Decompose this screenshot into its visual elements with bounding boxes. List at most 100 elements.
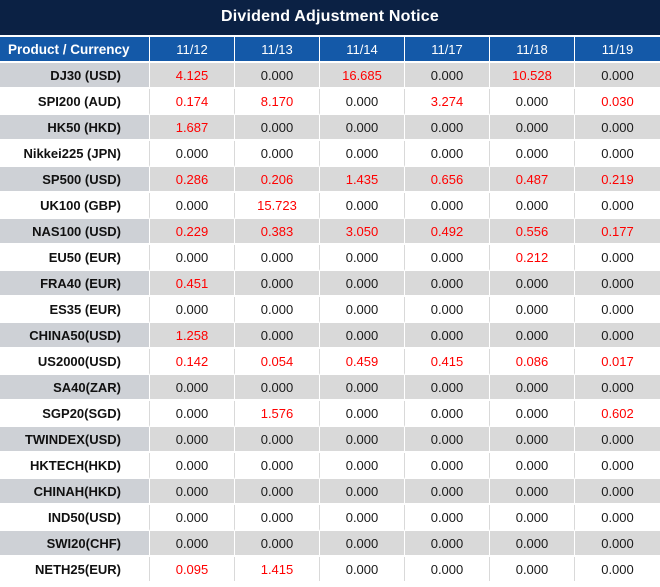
dividend-value-cell: 0.000 [150, 479, 235, 505]
dividend-value-cell: 0.000 [235, 297, 320, 323]
dividend-value-cell: 0.177 [575, 219, 660, 245]
dividend-value-cell: 0.000 [235, 505, 320, 531]
dividend-value-cell: 0.000 [235, 531, 320, 557]
table-row: DJ30 (USD) 4.125 0.000 16.685 0.000 10.528 0.0… [0, 63, 660, 89]
dividend-value-cell: 0.000 [490, 427, 575, 453]
dividend-value-cell: 3.274 [405, 89, 490, 115]
dividend-value-cell: 0.000 [320, 479, 405, 505]
table-row: HKTECH(HKD) 0.000 0.000 0.000 0.000 0.000 0.00… [0, 453, 660, 479]
dividend-value-cell: 0.000 [320, 427, 405, 453]
dividend-value-cell: 0.000 [150, 531, 235, 557]
dividend-value-cell: 0.000 [320, 297, 405, 323]
dividend-value-cell: 0.000 [320, 141, 405, 167]
dividend-value-cell: 3.050 [320, 219, 405, 245]
dividend-value-cell: 0.030 [575, 89, 660, 115]
table-row: NETH25(EUR) 0.095 1.415 0.000 0.000 0.000 0.00… [0, 557, 660, 581]
table-row: EU50 (EUR) 0.000 0.000 0.000 0.000 0.212 0.000 [0, 245, 660, 271]
dividend-value-cell: 0.000 [235, 115, 320, 141]
dividend-value-cell: 1.687 [150, 115, 235, 141]
product-label: SGP20(SGD) [0, 401, 150, 427]
dividend-value-cell: 0.487 [490, 167, 575, 193]
product-label: FRA40 (EUR) [0, 271, 150, 297]
product-label: IND50(USD) [0, 505, 150, 531]
table-row: SGP20(SGD) 0.000 1.576 0.000 0.000 0.000 0.602 [0, 401, 660, 427]
dividend-value-cell: 0.000 [575, 323, 660, 349]
product-label: CHINAH(HKD) [0, 479, 150, 505]
dividend-value-cell: 0.000 [405, 505, 490, 531]
column-header-product-currency: Product / Currency [0, 37, 150, 63]
dividend-value-cell: 0.000 [150, 141, 235, 167]
column-header-date: 11/18 [490, 37, 575, 63]
dividend-value-cell: 0.000 [320, 375, 405, 401]
dividend-value-cell: 0.000 [575, 479, 660, 505]
dividend-adjustment-table: Product / Currency 11/12 11/13 11/14 11/17 1… [0, 37, 660, 581]
dividend-value-cell: 0.000 [490, 401, 575, 427]
product-label: SPI200 (AUD) [0, 89, 150, 115]
dividend-value-cell: 0.000 [490, 375, 575, 401]
table-row: CHINA50(USD) 1.258 0.000 0.000 0.000 0.000 0.0… [0, 323, 660, 349]
dividend-value-cell: 0.174 [150, 89, 235, 115]
product-label: HKTECH(HKD) [0, 453, 150, 479]
dividend-value-cell: 0.054 [235, 349, 320, 375]
dividend-value-cell: 0.229 [150, 219, 235, 245]
dividend-value-cell: 0.556 [490, 219, 575, 245]
dividend-value-cell: 15.723 [235, 193, 320, 219]
dividend-value-cell: 0.000 [405, 401, 490, 427]
dividend-value-cell: 0.000 [575, 375, 660, 401]
table-row: SPI200 (AUD) 0.174 8.170 0.000 3.274 0.000 0.0… [0, 89, 660, 115]
dividend-value-cell: 0.000 [320, 557, 405, 581]
dividend-value-cell: 0.000 [405, 63, 490, 89]
product-label: DJ30 (USD) [0, 63, 150, 89]
dividend-value-cell: 0.000 [405, 297, 490, 323]
dividend-value-cell: 0.000 [235, 63, 320, 89]
dividend-value-cell: 0.000 [490, 297, 575, 323]
dividend-value-cell: 0.000 [490, 479, 575, 505]
table-row: Nikkei225 (JPN) 0.000 0.000 0.000 0.000 0.000… [0, 141, 660, 167]
dividend-value-cell: 0.000 [235, 453, 320, 479]
dividend-value-cell: 0.451 [150, 271, 235, 297]
table-row: TWINDEX(USD) 0.000 0.000 0.000 0.000 0.000 0.0… [0, 427, 660, 453]
dividend-value-cell: 0.000 [405, 453, 490, 479]
product-label: US2000(USD) [0, 349, 150, 375]
dividend-value-cell: 0.000 [150, 505, 235, 531]
dividend-value-cell: 0.086 [490, 349, 575, 375]
product-label: NETH25(EUR) [0, 557, 150, 581]
product-label: SA40(ZAR) [0, 375, 150, 401]
column-header-date: 11/12 [150, 37, 235, 63]
table-row: UK100 (GBP) 0.000 15.723 0.000 0.000 0.000 0.0… [0, 193, 660, 219]
column-header-date: 11/19 [575, 37, 660, 63]
product-label: EU50 (EUR) [0, 245, 150, 271]
dividend-value-cell: 0.000 [320, 323, 405, 349]
dividend-value-cell: 0.000 [575, 531, 660, 557]
dividend-value-cell: 1.415 [235, 557, 320, 581]
dividend-value-cell: 0.000 [575, 63, 660, 89]
dividend-value-cell: 0.000 [235, 375, 320, 401]
dividend-value-cell: 0.000 [405, 271, 490, 297]
table-row: SWI20(CHF) 0.000 0.000 0.000 0.000 0.000 0.000 [0, 531, 660, 557]
dividend-value-cell: 0.000 [575, 453, 660, 479]
product-label: Nikkei225 (JPN) [0, 141, 150, 167]
product-label: SWI20(CHF) [0, 531, 150, 557]
dividend-value-cell: 0.000 [575, 193, 660, 219]
dividend-value-cell: 1.576 [235, 401, 320, 427]
table-row: ES35 (EUR) 0.000 0.000 0.000 0.000 0.000 0.000 [0, 297, 660, 323]
dividend-value-cell: 0.219 [575, 167, 660, 193]
dividend-value-cell: 0.000 [320, 271, 405, 297]
dividend-value-cell: 0.000 [575, 245, 660, 271]
dividend-value-cell: 0.000 [490, 271, 575, 297]
dividend-value-cell: 0.000 [320, 245, 405, 271]
product-label: ES35 (EUR) [0, 297, 150, 323]
dividend-value-cell: 0.459 [320, 349, 405, 375]
dividend-value-cell: 0.000 [405, 245, 490, 271]
dividend-value-cell: 16.685 [320, 63, 405, 89]
dividend-value-cell: 0.206 [235, 167, 320, 193]
dividend-value-cell: 0.000 [575, 271, 660, 297]
dividend-value-cell: 0.000 [405, 323, 490, 349]
product-label: UK100 (GBP) [0, 193, 150, 219]
dividend-value-cell: 1.435 [320, 167, 405, 193]
dividend-value-cell: 0.000 [490, 89, 575, 115]
dividend-value-cell: 0.000 [405, 115, 490, 141]
dividend-value-cell: 0.000 [490, 193, 575, 219]
dividend-value-cell: 0.000 [405, 375, 490, 401]
